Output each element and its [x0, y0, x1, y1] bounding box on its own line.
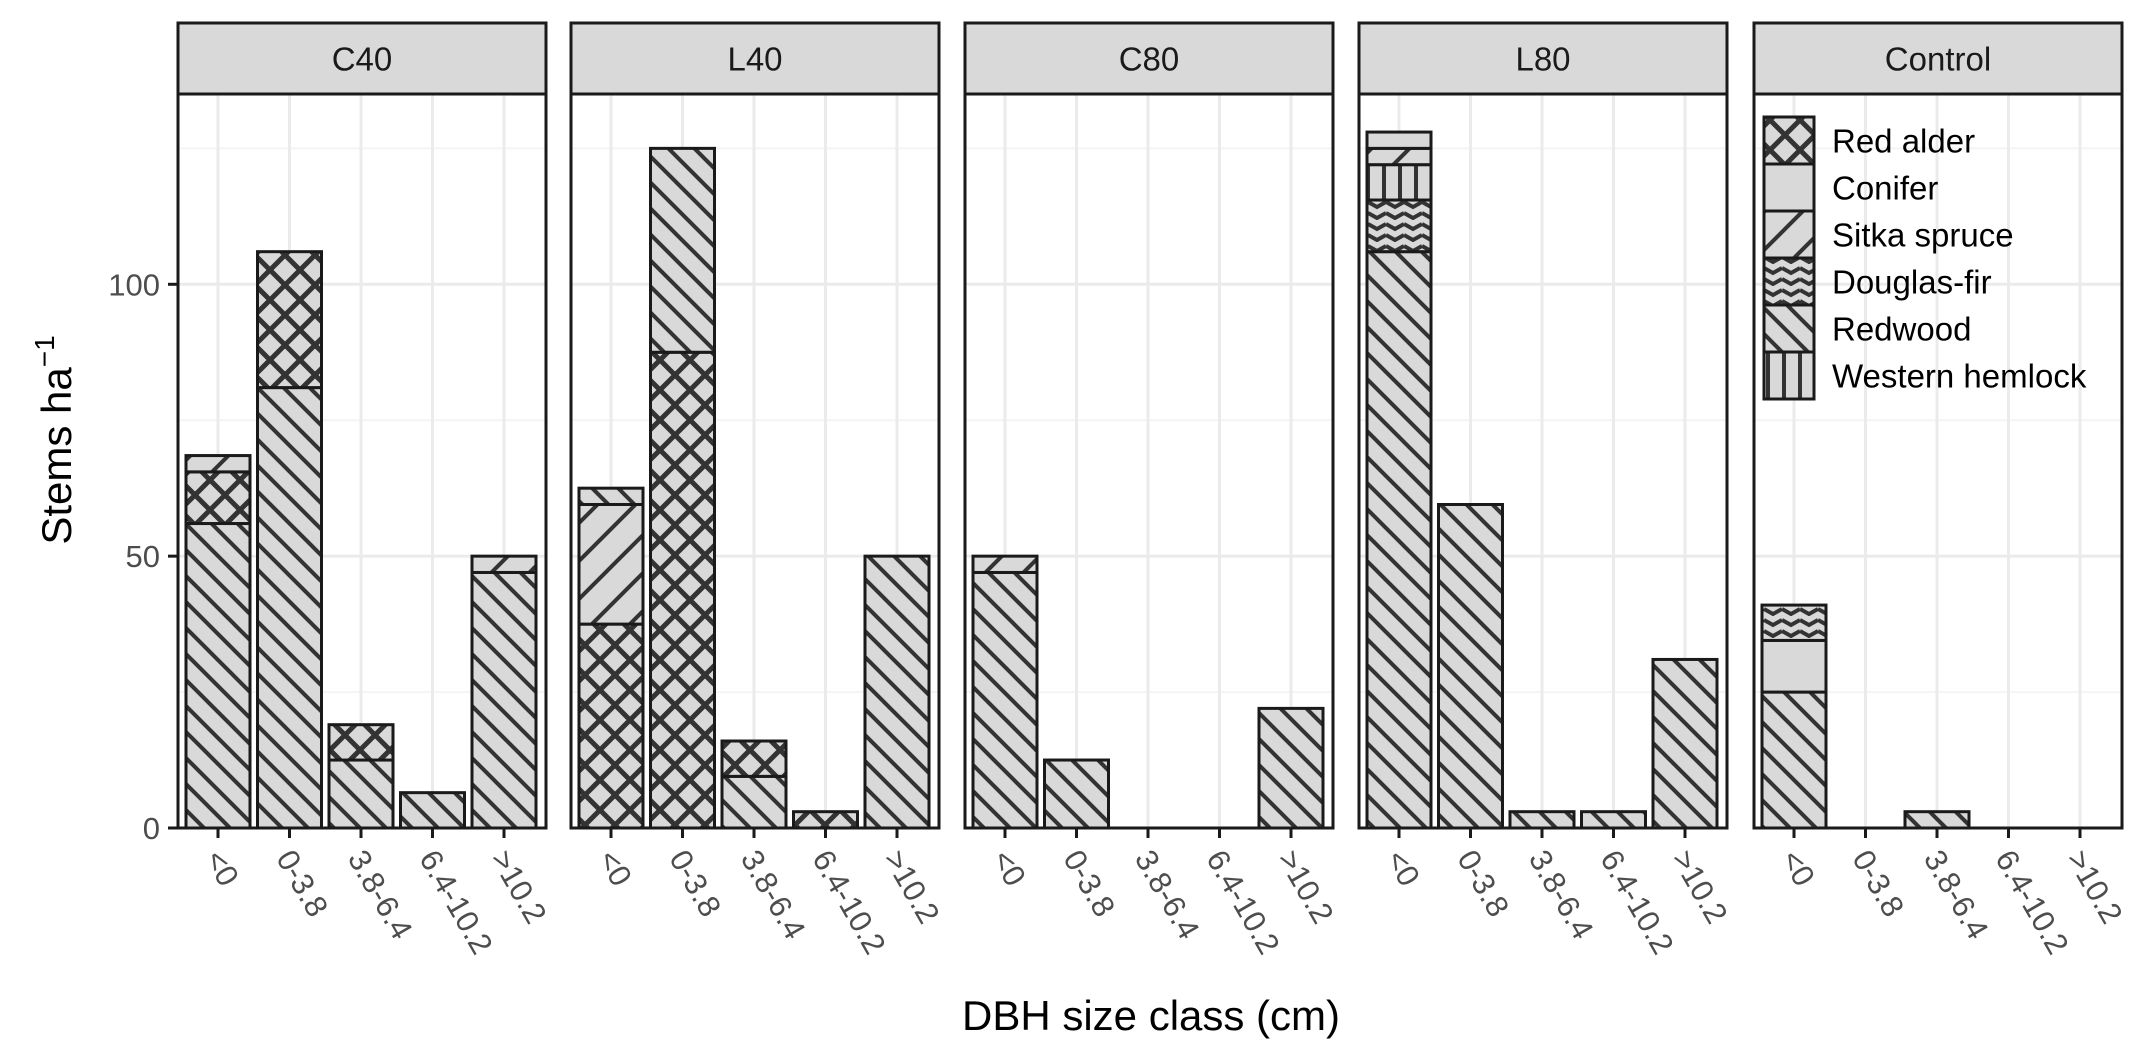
x-tick-label: <0 [1774, 844, 1822, 892]
x-tick-label: 0-3.8 [662, 844, 728, 923]
y-axis-title: Stems ha−1 [29, 335, 80, 544]
legend-item-redwood: Redwood [1762, 303, 1971, 354]
bar-segment-sitka-spruce [971, 554, 1039, 574]
bar-segment-sitka-spruce [470, 554, 538, 574]
x-tick-label: 0-3.8 [1056, 844, 1122, 923]
x-tick-label: <0 [591, 844, 639, 892]
panel-c40: C40<0 0-3.8 3.8-6.46.4-10.2>10.2 [176, 21, 554, 960]
bar-segment-red-alder [184, 470, 252, 526]
bar-segment-red-alder [792, 810, 859, 830]
bar-segment-redwood [256, 386, 323, 830]
legend-label: Conifer [1832, 170, 1938, 207]
bar-segment-red-alder [577, 622, 645, 830]
bar-segment-redwood [720, 774, 788, 830]
x-tick-label: <0 [985, 844, 1033, 892]
legend-item-conifer: Conifer [1762, 162, 1938, 213]
x-tick-label: 3.8-6.4 [341, 844, 420, 945]
bar-segment-red-alder [720, 739, 788, 778]
legend-key [1762, 256, 1816, 307]
x-tick-label: <0 [198, 844, 246, 892]
legend-key [1762, 350, 1816, 401]
strip-l40 [569, 21, 941, 96]
bar-segment-red-alder [256, 250, 323, 390]
x-axis-title: DBH size class (cm) [962, 992, 1340, 1039]
bar-segment-redwood [1043, 758, 1110, 830]
x-tick-label: 3.8-6.4 [1917, 844, 1996, 945]
bar-segment-redwood [1651, 657, 1719, 830]
bar-segment-redwood [1437, 502, 1504, 830]
panel-c80: C80<0 0-3.8 3.8-6.46.4-10.2>10.2 [963, 21, 1341, 960]
legend-item-sitka-spruce: Sitka spruce [1762, 209, 2014, 260]
x-tick-label: >10.2 [484, 844, 554, 929]
legend-label: Redwood [1832, 311, 1971, 348]
bar-segment-western-hemlock [1365, 163, 1433, 202]
legend-item-douglas-fir: Douglas-fir [1762, 256, 1992, 307]
strip-label: C40 [332, 41, 393, 78]
x-tick-label: >10.2 [2060, 844, 2130, 929]
bar-segment-redwood [1903, 810, 1971, 830]
bar-segment-red-alder [327, 723, 395, 762]
legend-label: Red alder [1832, 123, 1975, 160]
bar-segment-redwood [327, 758, 395, 830]
bar-segment-redwood [649, 146, 716, 354]
bar-segment-sitka-spruce [1365, 146, 1433, 167]
panel-l80: L80<0 0-3.8 3.8-6.46.4-10.2>10.2 [1357, 21, 1735, 960]
bar-segment-redwood [399, 791, 466, 830]
bar-segment-redwood [1760, 690, 1828, 830]
strip-label: C80 [1119, 41, 1180, 78]
x-tick-label: 0-3.8 [269, 844, 335, 923]
y-axis: 0 50 100 [108, 267, 178, 846]
strip-l80 [1357, 21, 1729, 96]
legend-key [1762, 303, 1816, 354]
bar-segment-redwood [184, 522, 252, 830]
bar-segment-red-alder [649, 350, 716, 830]
bar-segment-conifer [1365, 130, 1433, 150]
legend-key [1762, 115, 1816, 166]
panel-l40: L40<0 0-3.8 3.8-6.46.4-10.2>10.2 [569, 21, 947, 960]
y-tick-label: 0 [143, 811, 160, 846]
legend-item-western-hemlock: Western hemlock [1762, 350, 2087, 401]
x-tick-label: 3.8-6.4 [734, 844, 813, 945]
x-tick-label: 0-3.8 [1845, 844, 1911, 923]
bar-segment-redwood [1257, 706, 1325, 830]
bar-segment-redwood [577, 486, 645, 506]
x-tick-label: 3.8-6.4 [1522, 844, 1601, 945]
bar-segment-redwood [863, 554, 931, 830]
legend-label: Sitka spruce [1832, 217, 2014, 254]
bar-segment-douglas-fir [1365, 198, 1433, 254]
strip-label: Control [1885, 41, 1991, 78]
legend-label: Western hemlock [1832, 358, 2087, 395]
strip-label: L40 [727, 41, 782, 78]
x-tick-label: 0-3.8 [1450, 844, 1516, 923]
bar-segment-redwood [1580, 810, 1647, 830]
bar-segment-douglas-fir [1760, 603, 1828, 642]
x-tick-label: >10.2 [877, 844, 947, 929]
x-tick-label: >10.2 [1665, 844, 1735, 929]
legend-key [1762, 162, 1816, 213]
bar-segment-redwood [971, 570, 1039, 830]
x-tick-label: >10.2 [1271, 844, 1341, 929]
y-tick-label: 100 [108, 267, 160, 302]
bar-segment-sitka-spruce [184, 454, 252, 474]
strip-c40 [176, 21, 548, 96]
strip-label: L80 [1515, 41, 1570, 78]
legend: Red alder Conifer Sitka spruce Douglas-fir R… [1762, 115, 2087, 401]
legend-key [1762, 209, 1816, 260]
x-tick-label: <0 [1379, 844, 1427, 892]
x-tick-label: 3.8-6.4 [1128, 844, 1207, 945]
legend-label: Douglas-fir [1832, 264, 1992, 301]
bar-segment-redwood [1508, 810, 1576, 830]
bar-segment-redwood [470, 570, 538, 830]
bar-segment-sitka-spruce [577, 502, 645, 626]
bar-segment-redwood [1365, 250, 1433, 830]
strip-control [1752, 21, 2124, 96]
y-tick-label: 50 [126, 539, 160, 574]
bar-segment-conifer [1760, 638, 1828, 694]
legend-item-red-alder: Red alder [1762, 115, 1975, 166]
